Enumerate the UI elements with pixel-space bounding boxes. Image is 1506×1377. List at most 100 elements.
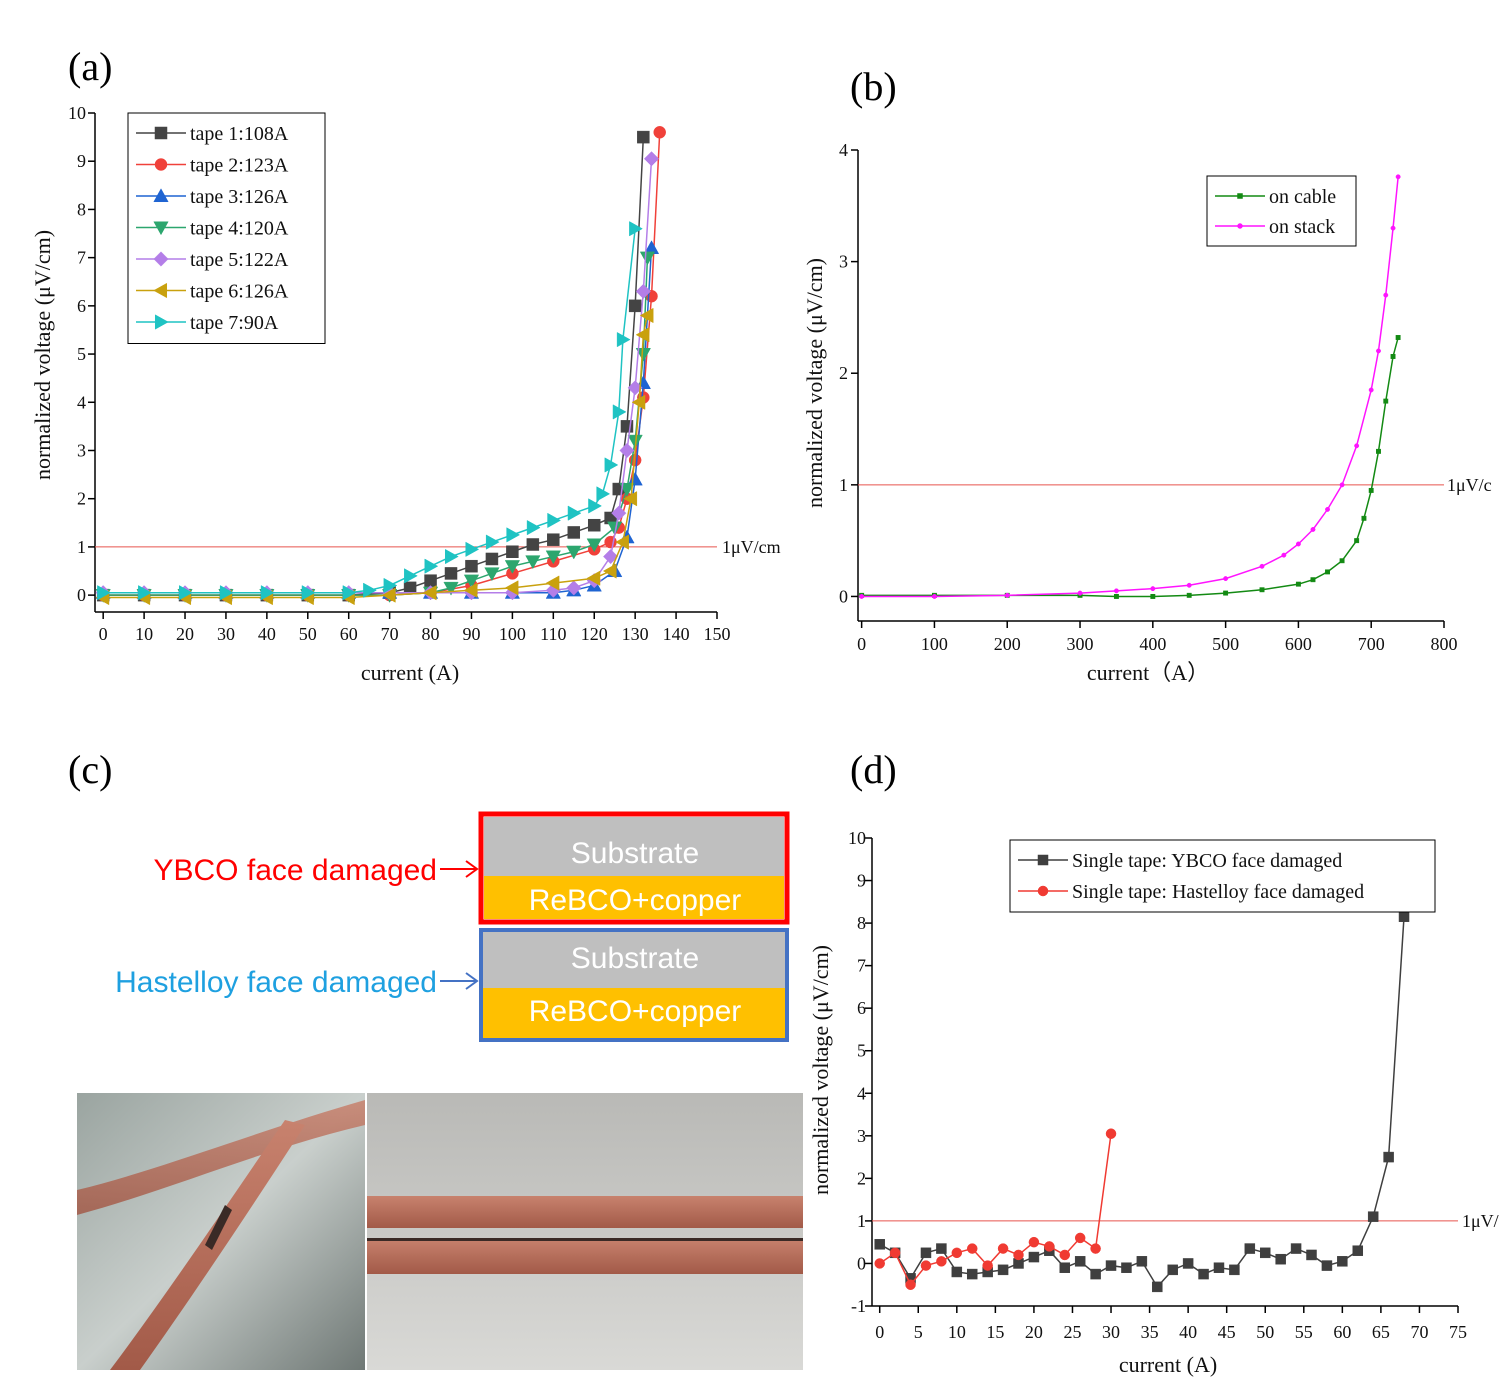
marker [627, 434, 643, 449]
x-tick-label: 20 [176, 624, 194, 644]
x-tick-label: 45 [1218, 1322, 1236, 1342]
x-tick-label: 200 [994, 634, 1021, 654]
marker [951, 1247, 963, 1259]
x-tick-label: 600 [1285, 634, 1312, 654]
panel-label: (b) [850, 64, 897, 109]
y-tick-label: 1 [77, 537, 86, 557]
marker [526, 520, 541, 536]
marker [1059, 1262, 1071, 1273]
marker [404, 568, 418, 584]
marker [138, 585, 152, 601]
legend-marker [1237, 193, 1243, 199]
marker [443, 581, 459, 596]
x-tick-label: 25 [1063, 1322, 1081, 1342]
x-axis-label: current（A） [1087, 660, 1209, 685]
marker [1167, 1264, 1178, 1276]
x-tick-label: 30 [217, 624, 235, 644]
x-tick-label: 65 [1372, 1322, 1390, 1342]
marker [931, 593, 937, 599]
layer-label: ReBCO+copper [529, 884, 742, 917]
marker [1150, 593, 1156, 599]
x-tick-label: 140 [663, 624, 690, 644]
legend-box [1206, 175, 1357, 247]
marker [874, 1239, 885, 1250]
legend-marker [153, 251, 169, 267]
marker [628, 299, 642, 313]
x-tick-label: 35 [1141, 1322, 1159, 1342]
x-tick-label: 10 [135, 624, 153, 644]
marker [1281, 552, 1287, 558]
chart: (b) normalized voltage (μV/cm) current（A） 0… [802, 64, 1492, 685]
marker [525, 555, 541, 570]
marker [567, 505, 582, 521]
marker [504, 580, 519, 596]
x-tick-label: 70 [381, 624, 399, 644]
marker [301, 585, 316, 601]
reference-label: 1μV/cm [722, 537, 781, 557]
marker [383, 577, 398, 594]
marker [1186, 592, 1192, 598]
legend-label: tape 2:123A [190, 155, 289, 177]
marker [639, 251, 656, 266]
series [97, 221, 643, 601]
y-axis-label: normalized voltage (μV/cm) [802, 258, 827, 508]
legend-marker [1037, 854, 1049, 866]
marker [1136, 1256, 1148, 1267]
marker [1339, 558, 1345, 564]
marker [616, 331, 631, 348]
marker [1383, 398, 1389, 404]
marker [602, 563, 617, 579]
marker [1395, 174, 1401, 180]
marker [1368, 387, 1374, 393]
x-tick-label: 50 [299, 624, 317, 644]
legend-marker [153, 188, 169, 203]
legend-label: tape 5:122A [190, 249, 289, 271]
marker [635, 283, 651, 299]
x-tick-label: 60 [1333, 1322, 1351, 1342]
layer-label: ReBCO+copper [529, 995, 742, 1028]
y-tick-label: 3 [839, 252, 848, 272]
marker [1059, 1249, 1071, 1261]
marker [611, 505, 627, 521]
marker [342, 585, 357, 601]
marker [1074, 1256, 1086, 1267]
marker [504, 560, 521, 574]
y-tick-label: 9 [77, 151, 86, 171]
legend-label: tape 4:120A [190, 218, 289, 240]
marker [465, 541, 480, 557]
chart: (a) normalized voltage (μV/cm) current (A)… [30, 44, 781, 685]
marker [97, 585, 111, 601]
marker [424, 574, 437, 587]
series-line [879, 1133, 1112, 1287]
x-tick-label: 0 [857, 634, 866, 654]
series [95, 307, 654, 606]
marker [1213, 1262, 1225, 1273]
y-axis-label: normalized voltage (μV/cm) [30, 230, 55, 480]
legend-label: Single tape: Hastelloy face damaged [1072, 881, 1364, 903]
marker [1339, 482, 1345, 488]
photo-damage [205, 1205, 232, 1250]
legend-label: on cable [1269, 186, 1336, 208]
marker [1198, 1268, 1209, 1280]
y-tick-label: 1 [857, 1211, 866, 1231]
panel-label: (a) [68, 44, 112, 89]
marker [1121, 1262, 1132, 1273]
marker [381, 587, 396, 603]
x-tick-label: 800 [1431, 634, 1458, 654]
marker [1013, 1249, 1024, 1261]
marker [643, 151, 660, 167]
marker [966, 1243, 978, 1254]
y-tick-label: 2 [839, 363, 848, 383]
marker [1044, 1241, 1055, 1252]
y-tick-label: 4 [857, 1083, 866, 1103]
stack-border [479, 928, 789, 1042]
x-axis-label: current (A) [1119, 1352, 1217, 1377]
marker [635, 327, 650, 343]
y-tick-label: 5 [857, 1041, 866, 1061]
marker [1077, 590, 1083, 596]
marker [1295, 541, 1301, 547]
y-tick-label: 3 [77, 440, 86, 460]
series-line [861, 176, 1399, 598]
y-tick-label: 0 [839, 586, 848, 606]
